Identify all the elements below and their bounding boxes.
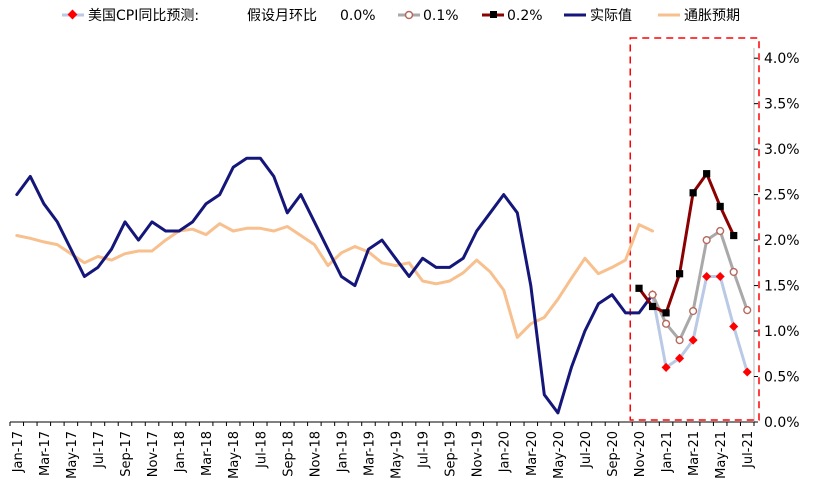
x-tick-label: Mar-18: [200, 431, 215, 476]
series-f00-point: [715, 271, 725, 282]
y-tick-label: 3.5%: [764, 97, 800, 113]
series-f02-point: [689, 189, 697, 197]
y-tick-label: 0.0%: [764, 415, 800, 431]
series-f01-point: [675, 336, 684, 345]
x-tick-label: Mar-19: [362, 431, 377, 476]
series-f00-point: [742, 367, 752, 377]
series-f01-point: [743, 306, 752, 315]
y-tick-label: 2.5%: [764, 188, 800, 204]
series-f01-point: [661, 319, 671, 328]
series-f02-point: [676, 270, 684, 278]
x-tick-label: Nov-17: [146, 431, 161, 477]
legend-f01-label: 0.1%: [423, 8, 459, 24]
x-tick-label: May-17: [65, 431, 80, 479]
y-tick-label: 2.0%: [764, 233, 800, 249]
x-tick-label: Jan-17: [11, 431, 26, 473]
x-tick-label: Mar-20: [525, 431, 540, 476]
x-tick-label: Sep-17: [119, 431, 134, 477]
series-f02-point: [730, 231, 738, 240]
series-f00-point: [688, 335, 698, 345]
x-tick-label: May-20: [552, 431, 567, 479]
x-tick-label: Jan-20: [498, 431, 513, 473]
series-f02-point: [662, 309, 670, 317]
series-f01-point: [689, 306, 698, 316]
x-tick-label: Nov-20: [633, 431, 648, 477]
y-tick-label: 4.0%: [764, 51, 800, 67]
forecast-highlight-box: [629, 37, 760, 421]
x-tick-label: Jan-18: [173, 431, 188, 473]
series-expect-line: [15, 222, 654, 339]
legend-f01-marker: [404, 10, 414, 20]
x-tick-label: Jul-18: [254, 431, 269, 469]
y-tick-label: 0.5%: [764, 370, 800, 386]
x-tick-label: Mar-21: [687, 431, 702, 476]
legend-actual-label: 实际值: [590, 8, 632, 24]
legend-expect-label: 通胀预期: [684, 8, 740, 24]
series-f00-point: [661, 362, 671, 372]
series-f01-point: [716, 226, 725, 236]
x-tick-label: May-21: [714, 431, 729, 479]
x-tick-label: Jul-19: [417, 431, 432, 469]
x-tick-label: Jul-21: [741, 431, 756, 469]
y-tick-label: 3.0%: [764, 142, 800, 158]
series-f00-point: [702, 271, 712, 282]
series-f02-point: [648, 302, 657, 311]
legend-f00-marker: [67, 9, 78, 20]
x-tick-label: Jul-17: [92, 431, 107, 469]
legend-assume-label: 假设月环比: [247, 8, 317, 24]
plot-area: 0.0% 0.5% 1.0% 1.5% 2.0% 2.5% 3.0% 3.5% 4.0% Jan-…: [9, 37, 800, 479]
legend-prefix: 美国CPI同比预测:: [88, 8, 199, 24]
series-f02-point: [703, 170, 711, 178]
x-tick-label: Sep-19: [444, 431, 459, 477]
series-f01-point: [729, 267, 738, 277]
y-tick-label: 1.5%: [764, 279, 800, 295]
x-tick-label: Jul-20: [579, 431, 594, 469]
series-f02-point: [716, 202, 724, 211]
x-tick-label: Nov-19: [471, 431, 486, 477]
legend-f00-label: 0.0%: [340, 8, 376, 24]
x-tick-label: Sep-20: [606, 431, 621, 477]
series-f01-point: [648, 290, 657, 299]
legend: 美国CPI同比预测: 假设月环比 0.0% 0.1% 0.2% 实际值 通胀预期: [62, 8, 740, 24]
x-tick-label: Jan-21: [660, 431, 675, 473]
x-tick-label: May-18: [227, 431, 242, 479]
legend-f02-marker: [490, 11, 497, 18]
series-f00-point: [729, 321, 739, 332]
x-tick-label: Mar-17: [38, 431, 53, 476]
x-tick-label: Jan-19: [335, 431, 350, 473]
series-f01-point: [702, 235, 711, 245]
x-tick-label: Sep-18: [281, 431, 296, 477]
x-tick-label: May-19: [390, 431, 405, 479]
series-f00-point: [675, 353, 685, 363]
series-f02-point: [635, 284, 643, 292]
legend-f02-label: 0.2%: [507, 8, 543, 24]
y-tick-label: 1.0%: [764, 324, 800, 340]
x-tick-label: Nov-18: [308, 431, 323, 477]
series-actual-line: [15, 156, 654, 415]
